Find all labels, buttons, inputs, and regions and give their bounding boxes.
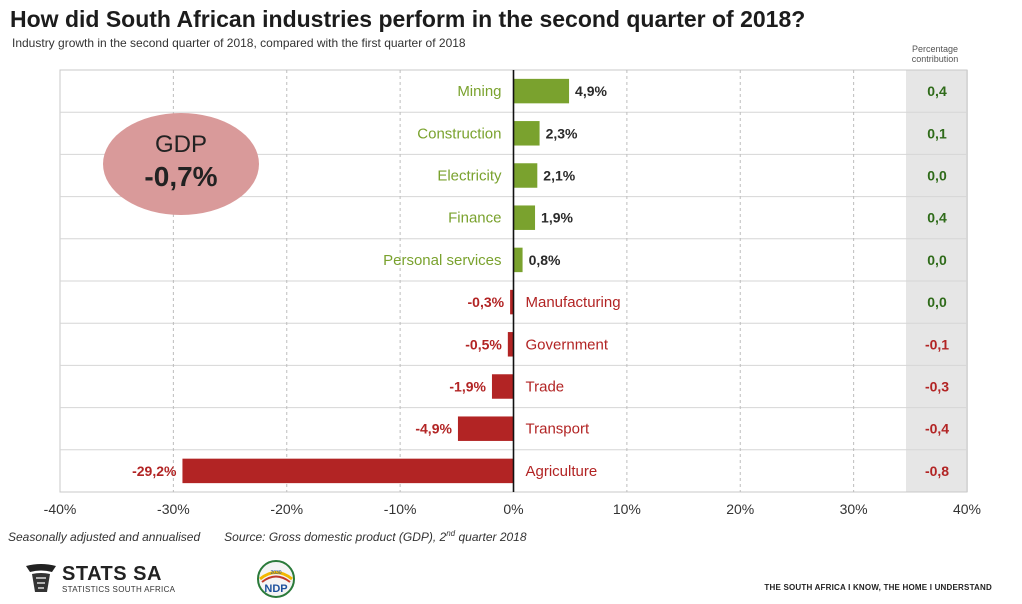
category-label: Construction (417, 125, 501, 142)
x-tick-label: -30% (157, 501, 190, 517)
value-label: -0,5% (465, 336, 502, 352)
bar (510, 289, 514, 315)
contribution-value: 0,1 (927, 125, 947, 141)
value-label: 2,3% (546, 125, 578, 141)
bar (507, 332, 514, 357)
ndp-text: NDP (264, 583, 287, 595)
contribution-value: 0,4 (927, 210, 947, 226)
contribution-value: -0,4 (925, 421, 949, 437)
gdp-circle (103, 113, 259, 215)
footnote-adjusted: Seasonally adjusted and annualised (8, 530, 201, 544)
industry-growth-chart: -40% -30% -20% -10% 0% 10% 20% 30% 40% Mining 4,9%… (44, 69, 981, 517)
x-tick-label: -10% (384, 501, 417, 517)
x-tick-label: 20% (726, 501, 754, 517)
x-tick-label: 0% (503, 501, 523, 517)
bar (182, 458, 514, 484)
contribution-value: -0,1 (925, 336, 949, 352)
category-label: Government (526, 336, 609, 353)
x-tick-label: -20% (270, 501, 303, 517)
category-label: Mining (457, 83, 501, 100)
category-label: Finance (448, 210, 501, 227)
value-label: -1,9% (449, 379, 486, 395)
ndp-year: 2030 (270, 570, 281, 576)
org-subtitle: STATISTICS SOUTH AFRICA (62, 585, 176, 594)
bar (513, 121, 540, 146)
contribution-value: 0,0 (927, 294, 947, 310)
source-prefix: Source: Gross domestic product (GDP), 2 (224, 530, 447, 544)
source-suffix: quarter 2018 (455, 530, 527, 544)
gdp-label: GDP (155, 131, 207, 158)
value-label: 4,9% (575, 83, 607, 99)
contribution-value: -0,3 (925, 379, 949, 395)
contribution-header: Percentage contribution (911, 44, 959, 64)
source-sup: nd (446, 529, 456, 538)
contribution-value: 0,4 (927, 83, 947, 99)
value-label: -0,3% (468, 294, 505, 310)
value-label: 2,1% (543, 168, 575, 184)
x-tick-label: 40% (953, 501, 981, 517)
bar (513, 78, 570, 104)
footer: STATS SA STATISTICS SOUTH AFRICA 2030 ND… (0, 550, 1022, 604)
category-label: Electricity (437, 168, 502, 185)
page-subtitle: Industry growth in the second quarter of… (12, 36, 466, 50)
bar (457, 416, 514, 441)
footnote: Seasonally adjusted and annualised Source… (8, 529, 527, 544)
page-title: How did South African industries perform… (10, 6, 806, 32)
bar (513, 205, 536, 230)
contribution-value: 0,0 (927, 168, 947, 184)
category-label: Personal services (383, 252, 501, 269)
footnote-source: Source: Gross domestic product (GDP), 2n… (224, 529, 527, 544)
category-label: Transport (526, 421, 590, 438)
footer-tagline: THE SOUTH AFRICA I KNOW, THE HOME I UNDE… (764, 583, 992, 592)
x-tick-label: 10% (613, 501, 641, 517)
bar (513, 163, 538, 188)
stats-sa-logo-icon (26, 564, 56, 592)
value-label: 1,9% (541, 210, 573, 226)
category-label: Agriculture (526, 463, 598, 480)
value-label: 0,8% (529, 252, 561, 268)
bar (491, 374, 514, 399)
gdp-value: -0,7% (144, 161, 217, 192)
x-tick-label: 30% (840, 501, 868, 517)
org-name: STATS SA (62, 563, 162, 585)
category-label: Trade (526, 379, 565, 396)
contribution-value: 0,0 (927, 252, 947, 268)
ndp-logo-icon: 2030 NDP (257, 560, 295, 598)
value-label: -4,9% (415, 421, 452, 437)
contribution-value: -0,8 (925, 463, 949, 479)
x-tick-label: -40% (44, 501, 77, 517)
category-label: Manufacturing (526, 294, 621, 311)
bar (513, 247, 523, 273)
value-label: -29,2% (132, 463, 177, 479)
